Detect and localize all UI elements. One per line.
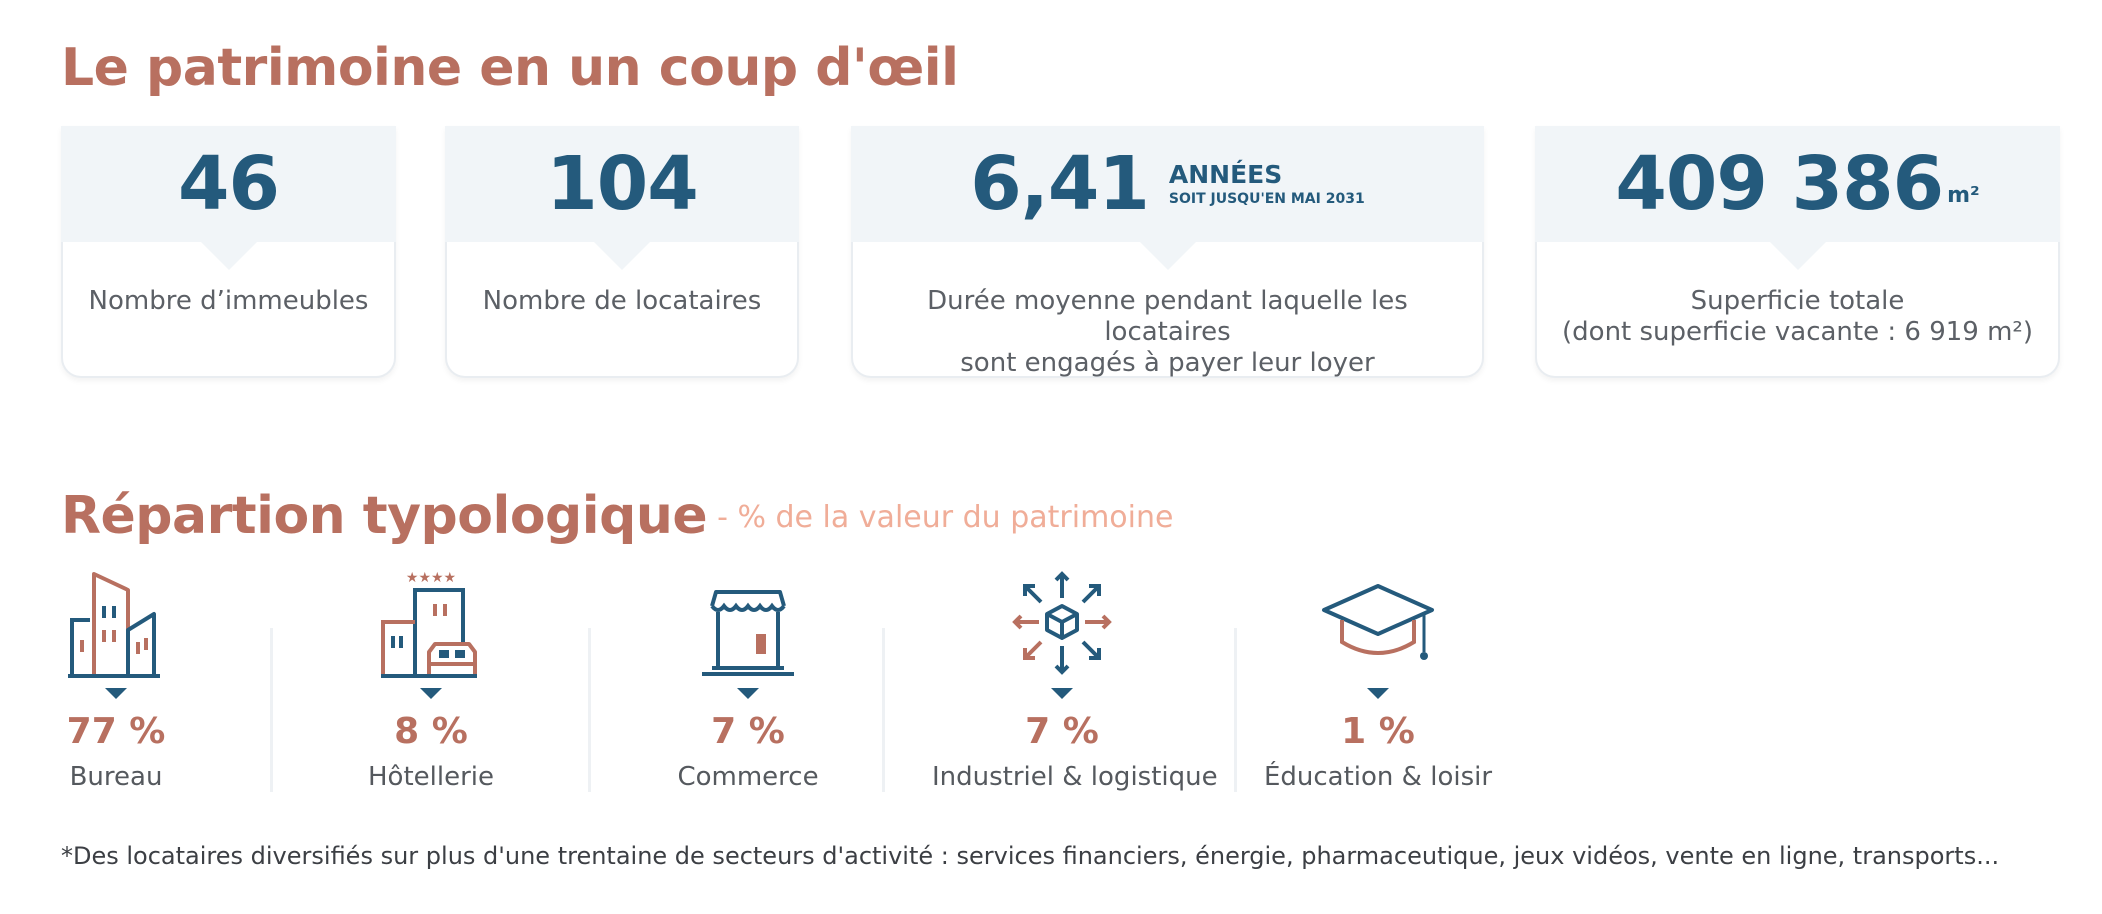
stat-label-line: sont engagés à payer leur loyer xyxy=(960,348,1375,378)
stat-card-surface: 409 386 m² Superficie totale (dont super… xyxy=(1535,126,2060,378)
stat-label-line: Durée moyenne pendant laquelle les locat… xyxy=(927,286,1408,347)
card-notch xyxy=(594,242,650,270)
type-percent: 7 % xyxy=(711,711,785,752)
pointer-triangle xyxy=(420,688,442,699)
card-notch xyxy=(1139,242,1196,270)
footnote: *Des locataires diversifiés sur plus d'u… xyxy=(61,842,2000,870)
type-education-loisir: 1 % Éducation & loisir xyxy=(1258,568,1498,792)
type-percent: 1 % xyxy=(1341,711,1415,752)
page-title: Le patrimoine en un coup d'œil xyxy=(61,38,959,98)
type-label: Commerce xyxy=(677,762,819,792)
type-percent: 8 % xyxy=(394,711,468,752)
stat-value: 104 xyxy=(546,141,698,227)
svg-text:★★★★: ★★★★ xyxy=(406,570,456,586)
stat-card-header: 409 386 m² xyxy=(1535,126,2060,242)
stat-label: Durée moyenne pendant laquelle les locat… xyxy=(863,286,1472,379)
stat-card-header: 46 xyxy=(61,126,396,242)
pointer-triangle xyxy=(105,688,127,699)
section-title-main: Répartion typologique xyxy=(61,486,708,546)
separator xyxy=(882,628,885,792)
stat-card-header: 104 xyxy=(445,126,799,242)
stat-card-header: 6,41 ANNÉES SOIT JUSQU'EN MAI 2031 xyxy=(851,126,1484,242)
stat-label-line: (dont superficie vacante : 6 919 m²) xyxy=(1562,317,2033,347)
type-hotellerie: ★★★★ 8 % Hôtellerie xyxy=(351,568,511,792)
pointer-triangle xyxy=(1051,688,1073,699)
separator xyxy=(270,628,273,792)
years-label: ANNÉES xyxy=(1168,159,1283,189)
card-notch xyxy=(1769,242,1826,270)
stat-unit: m² xyxy=(1947,183,1980,208)
stat-label: Nombre d’immeubles xyxy=(88,286,369,316)
years-until: SOIT JUSQU'EN MAI 2031 xyxy=(1168,190,1365,207)
pointer-triangle xyxy=(737,688,759,699)
stat-value: 409 386 xyxy=(1615,141,1944,227)
hotel-icon: ★★★★ xyxy=(381,570,477,678)
type-label: Hôtellerie xyxy=(367,762,494,792)
card-notch xyxy=(200,242,257,270)
type-percent: 7 % xyxy=(1025,711,1099,752)
separator xyxy=(1234,628,1237,792)
stat-label: Superficie totale (dont superficie vacan… xyxy=(1547,286,2048,348)
stat-value: 6,41 xyxy=(970,141,1150,227)
type-label: Bureau xyxy=(69,762,163,792)
stat-card-buildings: 46 Nombre d’immeubles xyxy=(61,126,396,378)
stat-label-line: Superficie totale xyxy=(1690,286,1905,316)
stat-value: 46 xyxy=(178,141,280,227)
type-bureau: 77 % Bureau xyxy=(56,568,176,792)
type-label: Éducation & loisir xyxy=(1263,762,1493,792)
shop-icon xyxy=(702,590,794,676)
logistics-box-icon xyxy=(1012,571,1112,675)
office-building-icon xyxy=(68,572,160,678)
stat-card-lease-duration: 6,41 ANNÉES SOIT JUSQU'EN MAI 2031 Durée… xyxy=(851,126,1484,378)
type-industriel-logistique: 7 % Industriel & logistique xyxy=(932,568,1218,792)
pointer-triangle xyxy=(1367,688,1389,699)
section-title: Répartion typologique - % de la valeur du… xyxy=(61,486,1173,546)
stat-card-tenants: 104 Nombre de locataires xyxy=(445,126,799,378)
type-label: Industriel & logistique xyxy=(932,762,1218,792)
graduation-cap-icon xyxy=(1322,584,1434,660)
stat-label: Nombre de locataires xyxy=(482,286,762,316)
type-commerce: 7 % Commerce xyxy=(668,568,828,792)
type-percent: 77 % xyxy=(66,711,166,752)
years-unit: ANNÉES SOIT JUSQU'EN MAI 2031 xyxy=(1169,162,1365,207)
separator xyxy=(588,628,591,792)
section-subtitle: - % de la valeur du patrimoine xyxy=(717,500,1174,535)
